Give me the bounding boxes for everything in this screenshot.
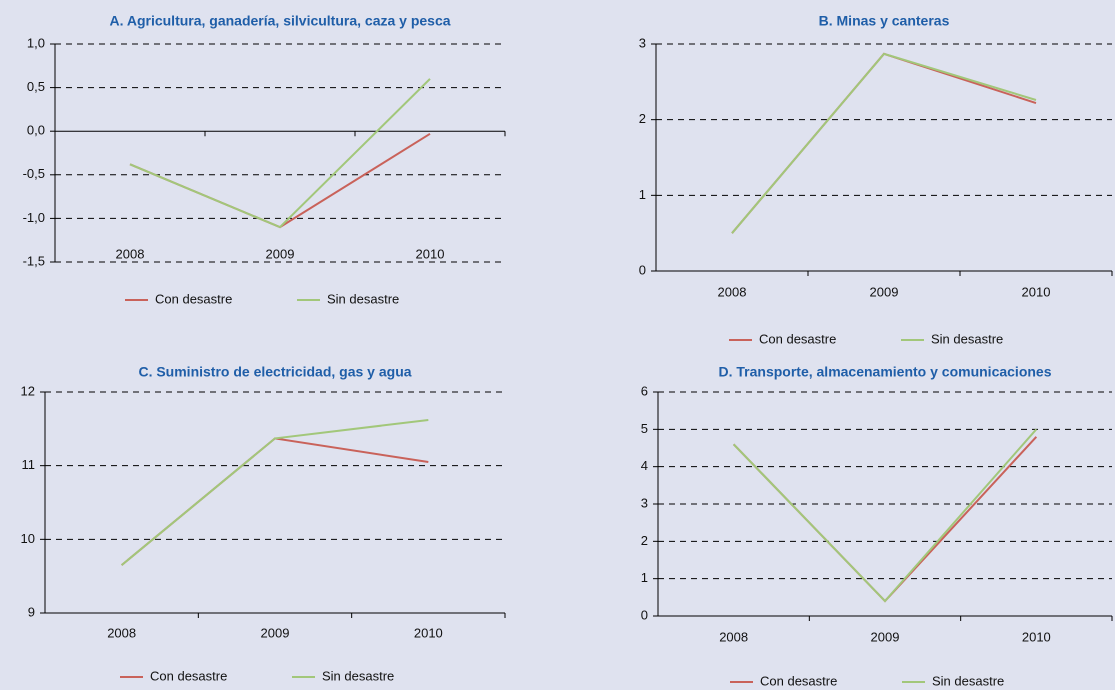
data-line xyxy=(129,132,431,229)
x-tick-label: 2009 xyxy=(266,246,295,261)
x-tick-label: 2008 xyxy=(107,625,136,640)
data-line xyxy=(732,436,1038,603)
data-line xyxy=(121,419,429,566)
y-tick-label: 0 xyxy=(639,262,646,277)
legend-label: Sin desastre xyxy=(327,291,399,306)
chart-title: A. Agricultura, ganadería, silvicultura,… xyxy=(109,13,450,29)
x-tick-label: 2008 xyxy=(719,629,748,644)
y-tick-label: 9 xyxy=(28,604,35,619)
x-tick-label: 2009 xyxy=(871,629,900,644)
legend-label: Con desastre xyxy=(759,331,836,346)
chart-title: C. Suministro de electricidad, gas y agu… xyxy=(138,364,411,380)
legend-label: Con desastre xyxy=(155,291,232,306)
y-tick-label: 6 xyxy=(641,383,648,398)
data-line xyxy=(731,52,1037,234)
x-tick-label: 2010 xyxy=(1022,284,1051,299)
data-line xyxy=(731,52,1037,234)
y-tick-label: 2 xyxy=(641,533,648,548)
legend-label: Con desastre xyxy=(150,668,227,683)
y-tick-label: 1 xyxy=(641,570,648,585)
y-tick-label: 12 xyxy=(21,383,35,398)
y-tick-label: 5 xyxy=(641,421,648,436)
y-tick-label: 10 xyxy=(21,531,35,546)
data-line xyxy=(129,78,431,229)
x-tick-label: 2008 xyxy=(116,246,145,261)
chart-title: D. Transporte, almacenamiento y comunica… xyxy=(719,364,1052,380)
x-tick-label: 2009 xyxy=(261,625,290,640)
data-line xyxy=(121,437,429,566)
y-tick-label: 0 xyxy=(641,607,648,622)
data-line xyxy=(732,428,1038,603)
y-tick-label: -1,0 xyxy=(23,210,45,225)
y-tick-label: -1,5 xyxy=(23,253,45,268)
y-tick-label: 0,0 xyxy=(27,123,45,138)
legend-label: Sin desastre xyxy=(322,668,394,683)
y-tick-label: 1,0 xyxy=(27,35,45,50)
y-tick-label: 3 xyxy=(639,35,646,50)
x-tick-label: 2010 xyxy=(414,625,443,640)
x-tick-label: 2010 xyxy=(416,246,445,261)
y-tick-label: 4 xyxy=(641,458,648,473)
legend-label: Sin desastre xyxy=(931,331,1003,346)
y-tick-label: -0,5 xyxy=(23,166,45,181)
chart-title: B. Minas y canteras xyxy=(819,13,950,29)
x-tick-label: 2009 xyxy=(870,284,899,299)
y-tick-label: 0,5 xyxy=(27,79,45,94)
y-tick-label: 1 xyxy=(639,187,646,202)
x-tick-label: 2008 xyxy=(718,284,747,299)
y-tick-label: 3 xyxy=(641,495,648,510)
y-tick-label: 2 xyxy=(639,111,646,126)
y-tick-label: 11 xyxy=(22,457,36,472)
x-tick-label: 2010 xyxy=(1022,629,1051,644)
legend-label: Con desastre xyxy=(760,673,837,688)
legend-label: Sin desastre xyxy=(932,673,1004,688)
